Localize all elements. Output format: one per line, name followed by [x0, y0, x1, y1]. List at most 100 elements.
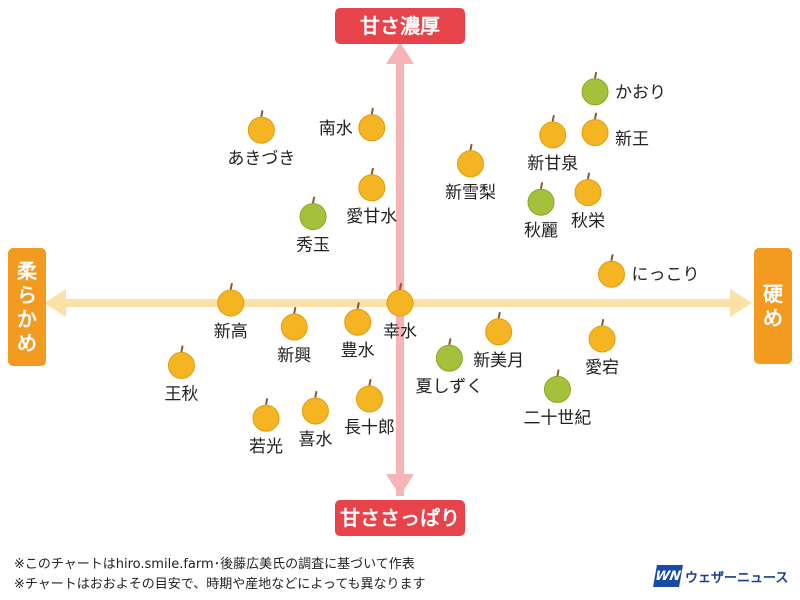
footnote-source: ※このチャートはhiro.smile.farm･後藤広美氏の調査に基づいて作表: [14, 557, 415, 572]
pear-marker: [247, 116, 275, 144]
pear-marker: [301, 397, 329, 425]
pear-stem: [265, 398, 269, 406]
pear-label: 夏しずく: [416, 377, 484, 397]
pear-stem: [229, 283, 233, 290]
pear-label: あきづき: [227, 149, 295, 169]
pear-marker: [485, 318, 513, 346]
pear-stem: [368, 379, 372, 386]
pear-marker: [358, 114, 386, 142]
pear-label: 新高: [214, 322, 248, 342]
pear-label: かおり: [615, 83, 666, 103]
pear-marker: [355, 385, 383, 413]
pear-label: 秋栄: [571, 212, 605, 232]
pear-stem: [370, 107, 374, 115]
pear-豊水: 豊水: [341, 302, 375, 361]
pear-marker: [588, 325, 616, 353]
pear-stem: [610, 254, 614, 262]
pear-愛甘水: 愛甘水: [346, 167, 397, 227]
pear-幸水: 幸水: [383, 283, 417, 342]
pear-喜水: 喜水: [298, 391, 332, 450]
pear-marker: [527, 188, 555, 216]
pear-新甘泉: 新甘泉: [527, 115, 578, 174]
pear-label: 王秋: [164, 384, 198, 404]
logo-mark: WN: [653, 565, 683, 587]
axis-right-box: [754, 248, 792, 364]
pear-label: 秀玉: [296, 236, 330, 256]
pear-marker: [539, 121, 567, 149]
pear-marker: [457, 150, 484, 178]
pear-marker: [358, 174, 386, 202]
axis-right-label-char: め: [763, 306, 783, 330]
pear-秋栄: 秋栄: [571, 172, 605, 232]
logo-text: ウェザーニュース: [685, 570, 789, 586]
pear-marker: [598, 260, 625, 288]
axis-bottom-box: [335, 500, 465, 536]
axis-left-label-char: か: [17, 307, 37, 331]
right-arrow-head: [730, 289, 752, 317]
pear-marker: [344, 308, 372, 336]
axis-left-label-char: ら: [17, 283, 37, 307]
pear-label: 新甘泉: [527, 154, 578, 174]
pear-marker: [543, 375, 571, 403]
weathernews-logo: WN ウェザーニュース: [653, 565, 789, 587]
pear-新高: 新高: [214, 283, 248, 342]
pear-王秋: 王秋: [164, 345, 198, 404]
pear-label: 二十世紀: [523, 408, 591, 428]
pear-stem: [312, 196, 316, 204]
left-arrow-head: [44, 289, 66, 317]
pear-marker: [435, 344, 463, 372]
pear-若光: 若光: [249, 398, 283, 457]
pear-夏しずく: 夏しずく: [416, 338, 484, 397]
pear-stem: [370, 167, 374, 175]
pear-marker: [574, 179, 602, 207]
axis-left-box: [8, 248, 46, 366]
pear-二十世紀: 二十世紀: [523, 369, 591, 428]
pear-label: 秋麗: [524, 221, 558, 241]
pear-stem: [556, 369, 560, 377]
axis-top-box: [335, 8, 465, 44]
axis-bottom-label: 甘ささっぱり: [340, 506, 460, 530]
pear-marker: [299, 203, 327, 231]
pear-stem: [314, 391, 318, 398]
axis-top-label: 甘さ濃厚: [360, 14, 440, 38]
pear-stem: [260, 110, 264, 118]
pear-stem: [293, 307, 297, 314]
axis-left-label-char: 柔: [17, 259, 38, 283]
pear-label: にっこり: [632, 265, 700, 285]
pear-label: 新雪梨: [445, 183, 496, 203]
pear-stem: [469, 143, 473, 151]
pear-愛宕: 愛宕: [585, 319, 619, 378]
pear-marker: [217, 289, 245, 317]
pear-marker: [581, 119, 609, 147]
down-arrow-head: [386, 474, 414, 496]
pear-秋麗: 秋麗: [524, 182, 558, 241]
vertical-axis-line: [396, 60, 404, 496]
pear-stem: [551, 115, 555, 122]
pear-stem: [356, 302, 360, 310]
pear-label: 南水: [319, 119, 353, 139]
pear-stem: [594, 71, 598, 79]
pear-label: 幸水: [383, 322, 417, 342]
pear-秀玉: 秀玉: [296, 196, 330, 256]
pear-stem: [587, 172, 590, 180]
pear-label: 新王: [615, 130, 649, 150]
pear-label: 愛甘水: [346, 207, 397, 227]
pear-あきづき: あきづき: [227, 110, 295, 169]
pear-marker: [280, 313, 308, 341]
pear-にっこり: にっこり: [598, 254, 700, 288]
pear-label: 長十郎: [344, 418, 395, 438]
pear-stem: [601, 319, 605, 326]
pear-stem: [180, 345, 184, 353]
pear-marker: [167, 351, 195, 379]
pear-label: 豊水: [341, 341, 375, 361]
pear-新興: 新興: [277, 307, 311, 366]
axis-left-label-char: め: [17, 331, 37, 355]
pear-marker: [386, 289, 414, 317]
up-arrow-head: [386, 42, 414, 64]
pear-label: 新美月: [473, 351, 524, 371]
pear-stem: [399, 283, 402, 290]
pear-label: 喜水: [298, 430, 332, 450]
footnote-disclaimer: ※チャートはおおよその目安で、時期や産地などによっても異なります: [14, 577, 426, 592]
pear-marker: [252, 404, 280, 432]
